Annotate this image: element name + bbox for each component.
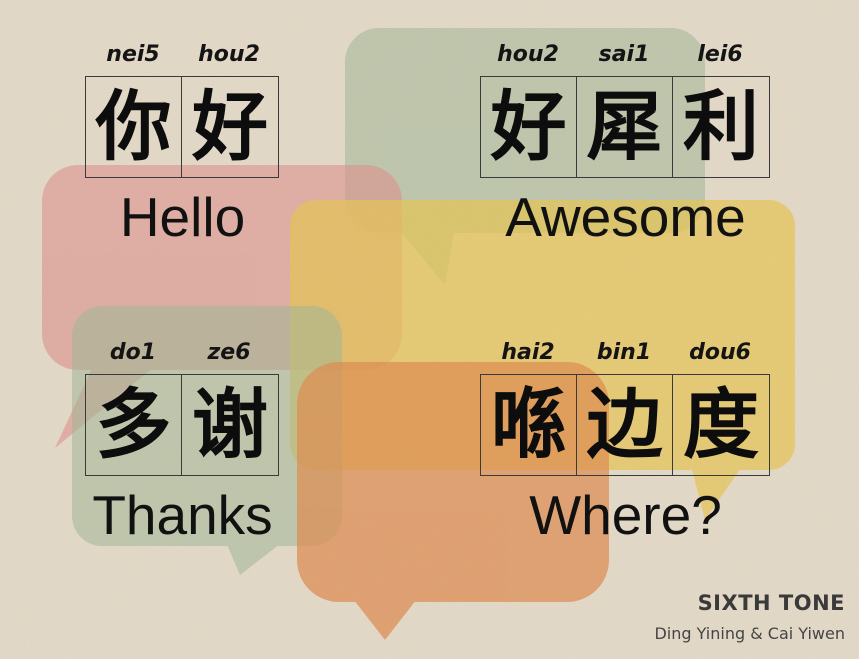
romanization: lei6 — [697, 42, 743, 67]
author-credit: Ding Yining & Cai Yiwen — [654, 624, 845, 643]
chinese-character: 多 — [86, 375, 182, 475]
character-grid: 喺 边 度 — [480, 374, 770, 476]
chinese-character: 喺 — [481, 375, 577, 475]
romanization: bin1 — [596, 340, 652, 365]
romanization-row: do1 ze6 — [85, 336, 277, 370]
romanization-row: nei5 hou2 — [85, 38, 277, 72]
chinese-character: 利 — [683, 82, 759, 171]
english-translation: Thanks — [92, 484, 273, 546]
romanization-row: hou2 sai1 lei6 — [480, 38, 768, 72]
chinese-character: 好 — [192, 82, 268, 171]
chinese-character: 度 — [683, 380, 759, 469]
romanization: hou2 — [198, 42, 260, 67]
romanization: hou2 — [497, 42, 559, 67]
romanization-row: hai2 bin1 dou6 — [480, 336, 768, 370]
romanization: nei5 — [106, 42, 160, 67]
romanization: dou6 — [689, 340, 751, 365]
character-grid: 多 谢 — [85, 374, 279, 476]
romanization: do1 — [109, 340, 157, 365]
romanization: hai2 — [501, 340, 555, 365]
brand-logo-text: SIXTH TONE — [697, 591, 845, 615]
english-translation: Where? — [529, 484, 722, 546]
chinese-character: 边 — [577, 375, 673, 475]
chinese-character: 犀 — [577, 77, 673, 177]
chinese-character: 你 — [86, 77, 182, 177]
chinese-character: 好 — [481, 77, 577, 177]
character-grid: 好 犀 利 — [480, 76, 770, 178]
romanization: sai1 — [598, 42, 650, 67]
romanization: ze6 — [207, 340, 251, 365]
character-grid: 你 好 — [85, 76, 279, 178]
english-translation: Hello — [119, 186, 246, 248]
english-translation: Awesome — [505, 186, 746, 248]
chinese-character: 谢 — [192, 380, 268, 469]
